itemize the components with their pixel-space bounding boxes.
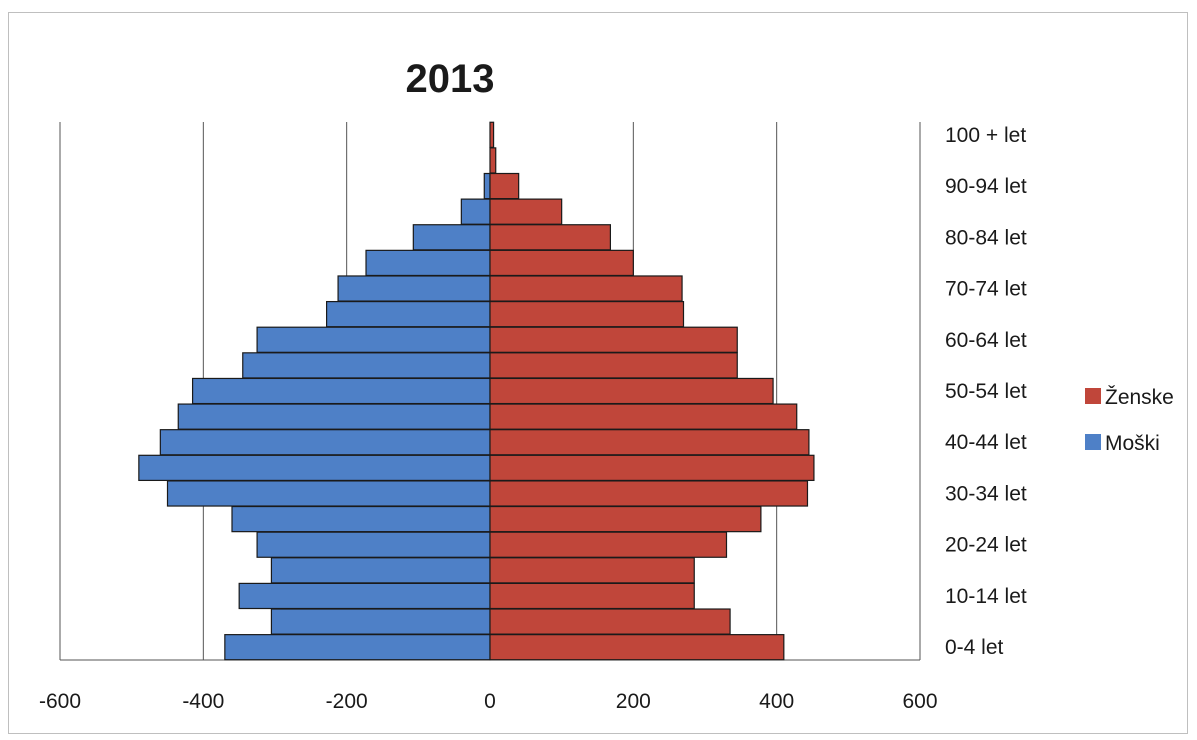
bars: Moški 0-4 let: 370Moški 5-9 let: 305Mošk… — [138, 121, 815, 661]
x-tick-label-1: -400 — [182, 690, 224, 713]
y-tick-label-10: 50-54 let — [945, 380, 1027, 403]
legend-label-0: Ženske — [1105, 386, 1174, 409]
bar-moski-9: Moški 45-49 let: 435 — [177, 403, 491, 430]
x-tick-label-5: 400 — [759, 690, 794, 713]
bar-moski-5: Moški 25-29 let: 360 — [231, 505, 491, 533]
bar-zenske-12: Ženske 60-64 let: 345 — [489, 326, 738, 353]
y-tick-label-12: 60-64 let — [945, 329, 1027, 352]
x-tick-label-4: 200 — [616, 690, 651, 713]
bar-zenske-13: Ženske 65-69 let: 270 — [489, 300, 685, 328]
bar-zenske-15: Ženske 75-79 let: 200 — [489, 249, 634, 277]
bar-moski-15: Moški 75-79 let: 173 — [365, 249, 491, 277]
bar-moski-11: Moški 55-59 let: 345 — [242, 352, 491, 379]
bar-zenske-1: Ženske 5-9 let: 335 — [489, 608, 731, 635]
bar-zenske-3: Ženske 15-19 let: 285 — [489, 557, 695, 584]
y-tick-label-6: 30-34 let — [945, 482, 1027, 505]
x-axis-ticks: -600 -400 -200 0 200 400 600 — [39, 690, 938, 713]
bar-zenske-7: Ženske 35-39 let: 452 — [489, 454, 815, 482]
chart-title: 2013 — [406, 57, 495, 101]
bar-zenske-8: Ženske 40-44 let: 445 — [489, 429, 810, 456]
bar-zenske-16: Ženske 80-84 let: 168 — [489, 224, 612, 251]
bar-moski-12: Moški 60-64 let: 325 — [256, 326, 491, 353]
x-tick-label-2: -200 — [326, 690, 368, 713]
bar-moski-1: Moški 5-9 let: 305 — [270, 608, 491, 635]
bar-zenske-18: Ženske 90-94 let: 40 — [489, 172, 520, 200]
y-tick-label-2: 10-14 let — [945, 585, 1027, 608]
bar-zenske-10: Ženske 50-54 let: 395 — [489, 377, 774, 405]
y-tick-label-4: 20-24 let — [945, 534, 1027, 557]
bar-moski-0: Moški 0-4 let: 370 — [224, 634, 491, 661]
y-tick-label-16: 80-84 let — [945, 226, 1027, 249]
bar-zenske-2: Ženske 10-14 let: 285 — [489, 582, 695, 610]
bar-moski-8: Moški 40-44 let: 460 — [159, 429, 491, 456]
bar-zenske-9: Ženske 45-49 let: 428 — [489, 403, 798, 430]
x-tick-label-3: 0 — [484, 690, 496, 713]
bar-zenske-20: Ženske 100 + let: 5 — [489, 121, 495, 148]
bar-zenske-6: Ženske 30-34 let: 443 — [489, 480, 809, 507]
bar-zenske-17: Ženske 85-89 let: 100 — [489, 198, 563, 225]
bar-zenske-11: Ženske 55-59 let: 345 — [489, 352, 738, 379]
bar-moski-14: Moški 70-74 let: 212 — [337, 275, 491, 302]
y-axis-ticks: 0-4 let 10-14 let 20-24 let 30-34 let 40-44 … — [945, 124, 1027, 659]
bar-moski-7: Moški 35-39 let: 490 — [138, 454, 491, 482]
legend-swatch-1 — [1085, 434, 1101, 450]
bar-moski-13: Moški 65-69 let: 228 — [326, 300, 491, 328]
bar-zenske-0: Ženske 0-4 let: 410 — [489, 634, 785, 661]
bar-moski-6: Moški 30-34 let: 450 — [166, 480, 491, 507]
y-tick-label-14: 70-74 let — [945, 278, 1027, 301]
bar-moski-16: Moški 80-84 let: 107 — [412, 224, 491, 251]
bar-zenske-4: Ženske 20-24 let: 330 — [489, 531, 728, 558]
bar-moski-17: Moški 85-89 let: 40 — [460, 198, 491, 225]
legend: Ženske Moški — [1085, 386, 1174, 455]
bar-moski-4: Moški 20-24 let: 325 — [256, 531, 491, 558]
bar-moski-3: Moški 15-19 let: 305 — [270, 557, 491, 584]
legend-swatch-0 — [1085, 388, 1101, 404]
x-tick-label-6: 600 — [902, 690, 937, 713]
bar-zenske-14: Ženske 70-74 let: 268 — [489, 275, 683, 302]
y-tick-label-20: 100 + let — [945, 124, 1026, 147]
y-tick-label-18: 90-94 let — [945, 175, 1027, 198]
bar-moski-18: Moški 90-94 let: 8 — [483, 172, 491, 200]
bar-zenske-5: Ženske 25-29 let: 378 — [489, 505, 762, 533]
bar-moski-2: Moški 10-14 let: 350 — [238, 582, 491, 610]
bar-moski-10: Moški 50-54 let: 415 — [191, 377, 491, 405]
legend-label-1: Moški — [1105, 432, 1160, 455]
bar-zenske-19: Ženske 95-99 let: 8 — [489, 147, 497, 174]
x-tick-label-0: -600 — [39, 690, 81, 713]
y-tick-label-0: 0-4 let — [945, 636, 1004, 659]
y-tick-label-8: 40-44 let — [945, 431, 1027, 454]
